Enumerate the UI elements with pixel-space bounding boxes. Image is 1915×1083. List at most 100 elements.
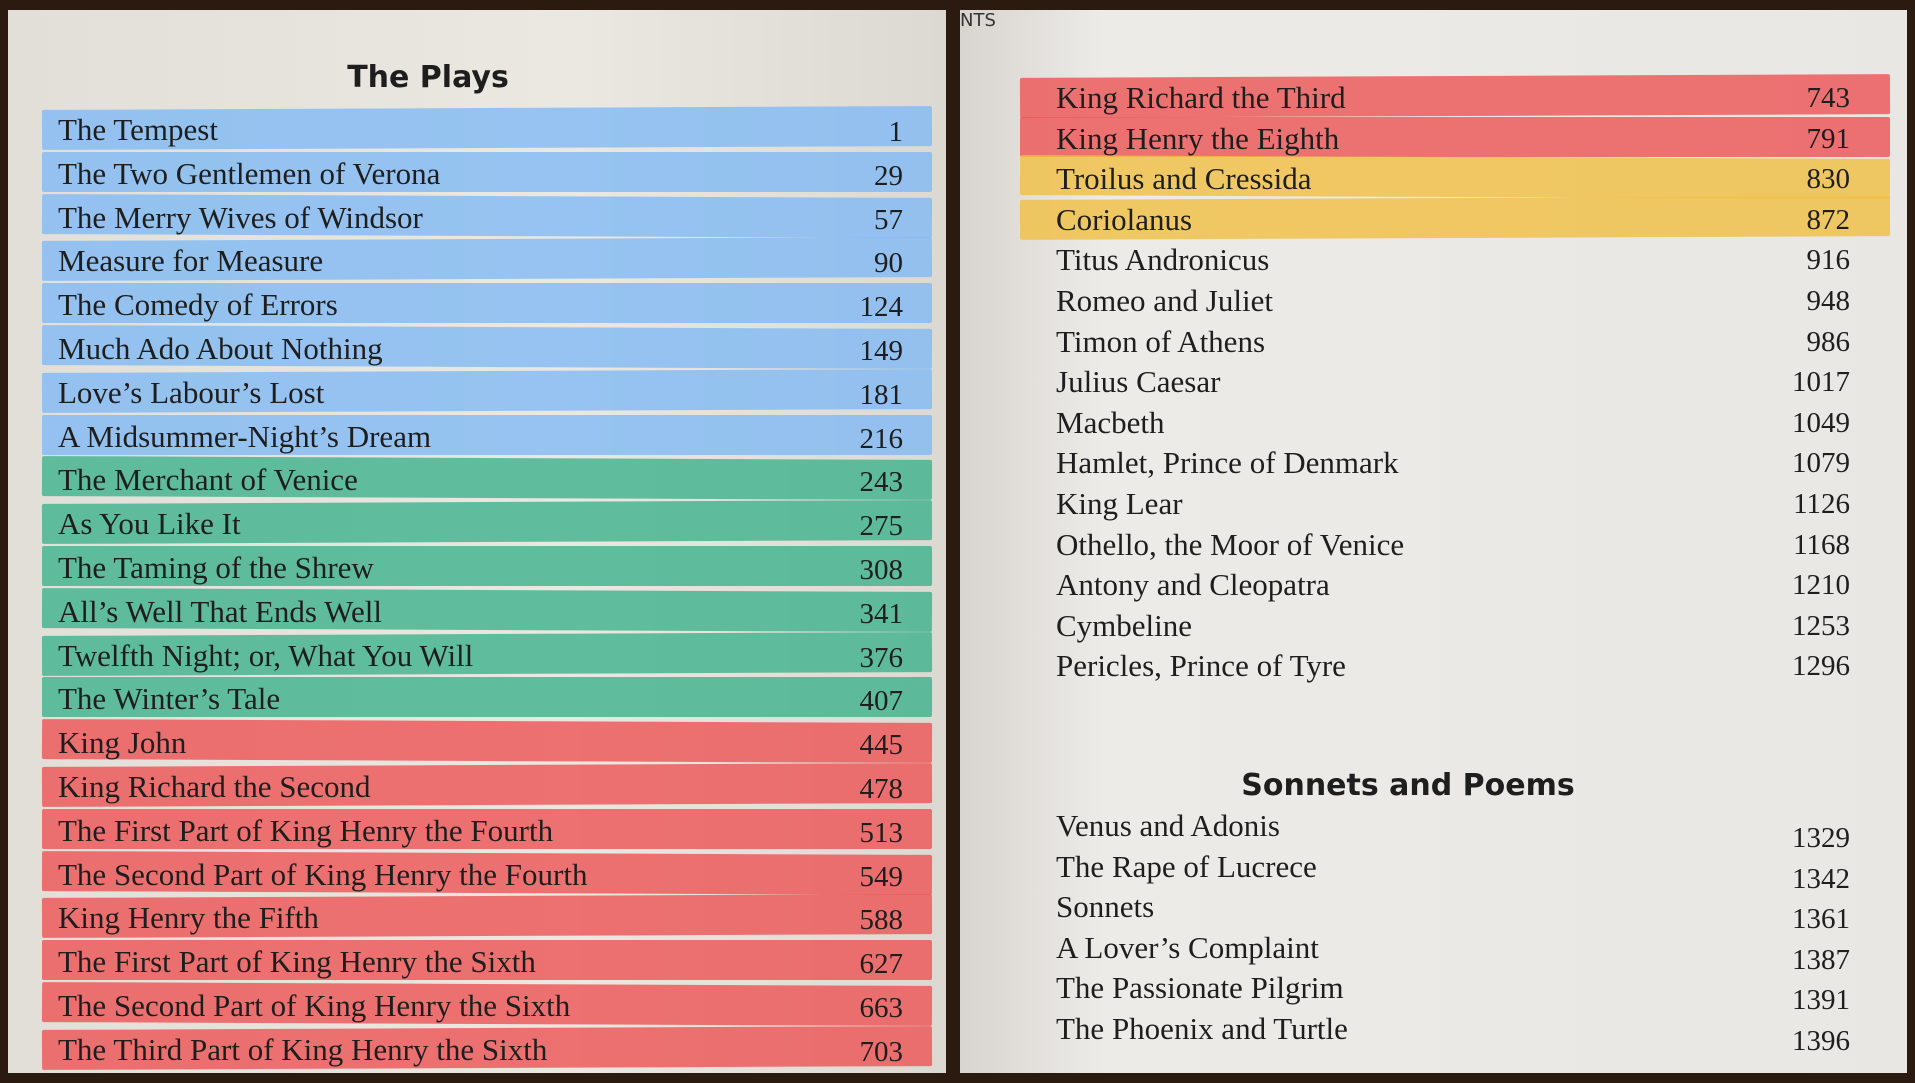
toc-page-number: 1079 (1792, 447, 1850, 480)
toc-page-number: 663 (859, 992, 904, 1024)
highlight (42, 283, 932, 324)
toc-entry-title: The Merry Wives of Windsor (58, 199, 423, 235)
toc-page-number: 124 (859, 291, 904, 324)
toc-page-number: 29 (874, 159, 903, 192)
toc-page-number: 1210 (1792, 569, 1850, 602)
toc-page-number: 703 (859, 1035, 904, 1068)
toc-entry-title: Othello, the Moor of Venice (1056, 526, 1405, 562)
toc-page-number: 407 (859, 685, 904, 718)
toc-entry-title: The Passionate Pilgrim (1056, 970, 1344, 1006)
highlight (42, 940, 932, 981)
toc-page-number: 791 (1806, 122, 1851, 155)
highlight (42, 546, 932, 586)
toc-page-number: 445 (859, 729, 904, 762)
toc-page-number: 1 (888, 116, 904, 148)
toc-entry-title: The Taming of the Shrew (58, 550, 374, 585)
toc-page-number: 341 (859, 597, 904, 630)
toc-entry-title: The Second Part of King Henry the Sixth (58, 988, 571, 1023)
toc-page-number: 90 (874, 247, 903, 280)
toc-page-number: 549 (859, 860, 904, 893)
toc-entry-title: Venus and Adonis (1056, 808, 1280, 843)
section-title: Sonnets and Poems (1241, 768, 1575, 803)
toc-page-number: 1391 (1792, 984, 1850, 1017)
toc-entry-title: King Henry the Eighth (1056, 120, 1340, 156)
toc-entry-title: The Winter’s Tale (58, 681, 281, 717)
toc-entry-title: As You Like It (58, 506, 241, 542)
toc-page-number: 588 (859, 904, 904, 937)
toc-entry-title: Cymbeline (1056, 607, 1193, 643)
highlight (42, 414, 932, 455)
toc-entry-title: The Rape of Lucrece (1056, 848, 1317, 884)
highlight (42, 151, 932, 192)
page-title: The Plays (347, 60, 509, 95)
toc-page-number: 308 (859, 554, 904, 586)
toc-entry-title: The First Part of King Henry the Fourth (58, 812, 554, 848)
toc-page-number: 1296 (1792, 650, 1850, 683)
toc-entry-title: King Henry the Fifth (58, 900, 319, 936)
toc-entry-title: Love’s Labour’s Lost (58, 374, 325, 410)
toc-entry-title: Timon of Athens (1056, 323, 1266, 359)
toc-page-number: 149 (859, 335, 904, 367)
toc-page-number: 1361 (1792, 903, 1850, 936)
toc-page-number: 478 (859, 773, 904, 805)
toc-page-number: 1168 (1793, 528, 1850, 561)
toc-entry-title: Julius Caesar (1056, 364, 1221, 400)
toc-entry-title: The Tempest (58, 112, 218, 147)
toc-page-number: 986 (1806, 325, 1851, 358)
highlight (42, 808, 932, 849)
toc-entry-title: Coriolanus (1056, 201, 1193, 237)
toc-page-number: 513 (859, 816, 904, 849)
toc-entry-title: The Phoenix and Turtle (1056, 1011, 1348, 1046)
toc-page-number: 1049 (1792, 406, 1850, 439)
toc-entry-title: A Midsummer-Night’s Dream (58, 418, 432, 454)
toc-entry-title: Much Ado About Nothing (58, 331, 383, 366)
toc-page-number: 275 (859, 510, 904, 543)
toc-entry-title: King Richard the Third (1056, 80, 1346, 115)
toc-entry-title: Sonnets (1056, 889, 1155, 925)
toc-entry-title: Pericles, Prince of Tyre (1056, 648, 1346, 684)
toc-entry-title: Troilus and Cressida (1056, 161, 1312, 197)
toc-entry-title: The Third Part of King Henry the Sixth (58, 1031, 548, 1067)
toc-entry-title: Antony and Cleopatra (1056, 567, 1330, 603)
toc-page-number: 1329 (1792, 822, 1850, 854)
highlight (42, 677, 932, 718)
toc-entry-title: King Lear (1056, 486, 1183, 521)
toc-page-number: 216 (859, 422, 904, 455)
toc-page-number: 1387 (1792, 943, 1850, 976)
toc-entry-title: A Lover’s Complaint (1056, 929, 1319, 965)
toc-page-number: 916 (1806, 244, 1851, 277)
toc-entry-title: King John (58, 725, 187, 761)
toc-page-number: 948 (1806, 285, 1851, 317)
toc-page-number: 376 (859, 641, 904, 674)
toc-entry-title: All’s Well That Ends Well (58, 593, 382, 629)
toc-page-number: 830 (1806, 163, 1851, 196)
toc-entry-title: Hamlet, Prince of Denmark (1056, 445, 1399, 481)
toc-entry-title: The Two Gentlemen of Verona (58, 155, 441, 191)
toc-page-number: 1396 (1792, 1025, 1850, 1057)
toc-page-number: 872 (1806, 203, 1851, 236)
right-page: NTS Sonnets and Poems King Richard the T… (960, 10, 1907, 1073)
toc-page-number: 1253 (1792, 609, 1850, 642)
toc-page-number: 243 (859, 466, 904, 499)
toc-entry-title: Measure for Measure (58, 243, 324, 279)
running-header: NTS (960, 10, 996, 31)
toc-page-number: 1017 (1792, 366, 1850, 399)
toc-entry-title: The Second Part of King Henry the Fourth (58, 856, 588, 892)
toc-entry-title: Macbeth (1056, 404, 1165, 440)
left-page: The Plays The Tempest 1 The Two Gentlemen … (8, 10, 946, 1073)
toc-entry-title: Twelfth Night; or, What You Will (58, 637, 474, 673)
highlight (1020, 116, 1890, 157)
toc-page-number: 743 (1806, 82, 1851, 114)
toc-page-number: 181 (859, 378, 904, 411)
toc-entry-title: The Comedy of Errors (58, 287, 338, 323)
toc-page-number: 627 (859, 948, 904, 981)
toc-entry-title: Titus Andronicus (1056, 242, 1270, 278)
toc-entry-title: King Richard the Second (58, 769, 371, 804)
toc-page-number: 1126 (1793, 488, 1850, 520)
toc-entry-title: The First Part of King Henry the Sixth (58, 944, 536, 980)
toc-entry-title: The Merchant of Venice (58, 462, 358, 498)
toc-entry-title: Romeo and Juliet (1056, 283, 1273, 318)
toc-page-number: 57 (874, 203, 903, 236)
toc-page-number: 1342 (1792, 862, 1850, 895)
